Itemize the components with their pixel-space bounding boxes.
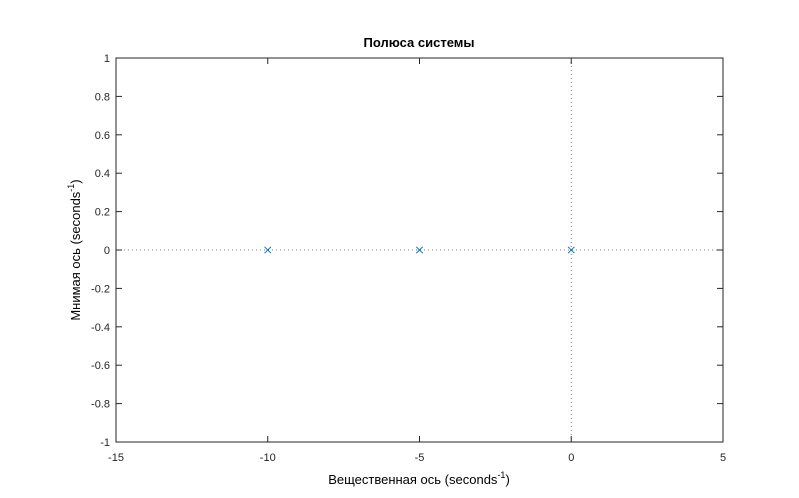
y-axis-label: Мнимая ось (seconds-1) [66,179,83,320]
pole-markers [264,246,575,254]
x-tick-label: 5 [720,452,726,464]
y-tick-label: 0.2 [95,207,110,219]
chart-title: Полюса системы [364,35,475,50]
y-tick-label: -0.2 [91,283,110,295]
pole-marker [264,246,272,254]
y-tick-label: 1 [104,53,110,65]
pole-marker [567,246,575,254]
y-tick-label: 0.4 [95,168,110,180]
y-tick-label: 0.8 [95,91,110,103]
y-tick-label: 0.6 [95,130,110,142]
x-tick-label: -15 [108,452,124,464]
x-tick-label: -10 [260,452,276,464]
y-tick-label: -0.8 [91,399,110,411]
y-tick-labels: 1 0.8 0.6 0.4 0.2 0 -0.2 -0.4 -0.6 -0.8 -1 [91,53,110,449]
axis-ticks [115,57,724,443]
x-tick-label: 0 [568,452,574,464]
x-tick-label: -5 [415,452,425,464]
y-tick-label: -0.6 [91,360,110,372]
pole-marker [415,246,424,254]
x-axis-label: Вещественная ось (seconds-1) [328,470,510,487]
y-tick-label: -1 [100,437,110,449]
y-tick-label: 0 [104,245,110,257]
y-tick-label: -0.4 [91,322,110,334]
x-tick-labels: -15 -10 -5 0 5 [108,452,726,464]
